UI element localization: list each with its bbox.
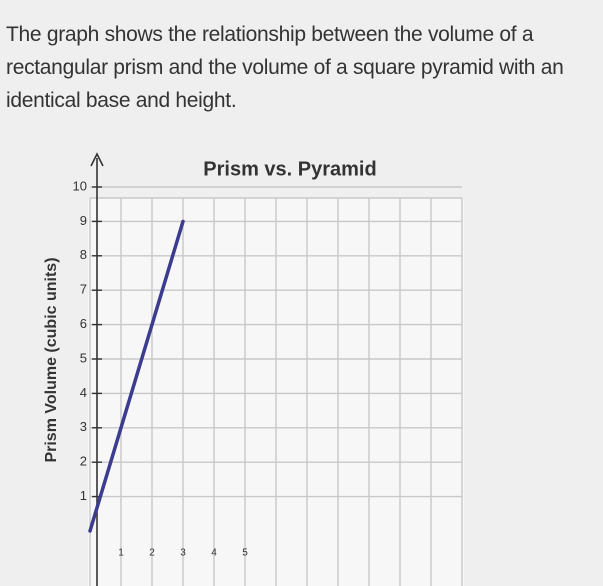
y-tick-label: 3 bbox=[80, 419, 87, 434]
y-tick-label: 5 bbox=[80, 350, 87, 365]
question-text: The graph shows the relationship between… bbox=[6, 23, 564, 112]
y-axis-arrow bbox=[90, 152, 104, 167]
x-tick-label: 2 bbox=[149, 548, 155, 559]
chart-title: Prism vs. Pyramid bbox=[203, 158, 376, 180]
x-tick-label: 4 bbox=[211, 548, 217, 559]
y-tick-label: 6 bbox=[80, 316, 87, 331]
x-tick-label: 5 bbox=[242, 548, 248, 559]
grid bbox=[89, 186, 463, 586]
x-tick-label: 1 bbox=[118, 548, 124, 559]
y-tick-label: 4 bbox=[80, 385, 87, 400]
y-tick-label: 9 bbox=[80, 213, 87, 228]
y-tick-label: 8 bbox=[80, 247, 87, 262]
y-tick-label: 7 bbox=[80, 282, 87, 297]
y-tick-label: 1 bbox=[80, 488, 87, 503]
data-line bbox=[88, 219, 185, 533]
y-tick-label: 10 bbox=[73, 178, 87, 193]
x-tick-label: 3 bbox=[180, 548, 186, 559]
y-axis-label: Prism Volume (cubic units) bbox=[43, 257, 60, 462]
y-tick-label: 2 bbox=[80, 454, 87, 469]
